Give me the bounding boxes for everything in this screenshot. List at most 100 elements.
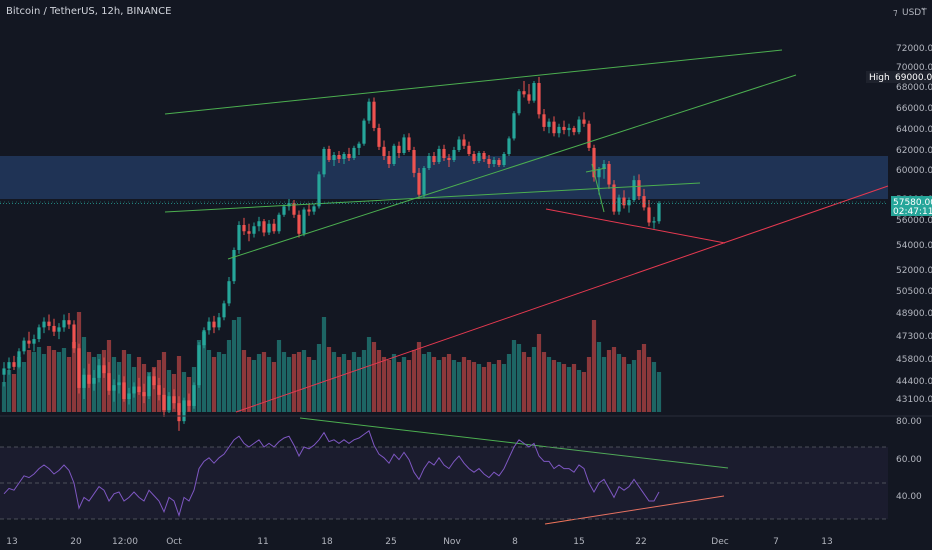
candle-body	[552, 121, 556, 134]
volume-bar	[46, 346, 52, 412]
chevron-down-icon: ˅	[921, 8, 926, 18]
currency-selector[interactable]: ⁊ USDT ˅	[893, 8, 927, 18]
volume-bar	[511, 340, 517, 412]
price-tick-label: 60000.00	[896, 166, 932, 176]
last-price: 57580.00	[893, 198, 932, 208]
short-green-trendline	[585, 167, 607, 173]
supply-zone	[0, 156, 888, 199]
volume-bar	[21, 362, 27, 412]
volume-bar	[271, 362, 277, 412]
candle-body	[612, 184, 616, 212]
candle-body	[37, 327, 41, 340]
volume-bar	[26, 350, 32, 412]
candle-body	[482, 153, 486, 159]
volume-bar	[306, 357, 312, 412]
volume-bar	[61, 348, 67, 412]
candle-body	[137, 386, 141, 393]
candle-body	[632, 180, 636, 201]
candle-body	[432, 156, 436, 162]
candle-body	[467, 145, 471, 154]
volume-bar	[621, 357, 627, 412]
volume-bar	[166, 370, 172, 412]
volume-bar	[1, 382, 7, 412]
candle-body	[592, 147, 596, 178]
candle-body	[87, 374, 91, 384]
candle-body	[132, 386, 136, 394]
volume-bar	[281, 352, 287, 412]
candle-body	[237, 225, 241, 250]
candle-body	[587, 123, 591, 148]
volume-bar	[361, 350, 367, 412]
candle-body	[397, 145, 401, 153]
volume-bar	[631, 360, 637, 412]
volume-bar	[601, 357, 607, 412]
candle-body	[492, 160, 496, 164]
candle-body	[117, 382, 121, 386]
volume-bar	[126, 354, 132, 412]
price-tick-label: 45800.00	[896, 355, 932, 365]
supply-zone-layer	[0, 156, 888, 199]
candle-body	[437, 148, 441, 162]
currency-lock-icon: ⁊	[893, 8, 898, 18]
candle-body	[2, 368, 6, 375]
candle-body	[167, 396, 171, 411]
candle-body	[557, 126, 561, 134]
volume-bar	[626, 364, 632, 412]
price-tick-label: 66000.00	[896, 104, 932, 114]
price-tick-label: 47300.00	[896, 332, 932, 342]
volume-bar	[11, 374, 17, 412]
volume-bar	[461, 357, 467, 412]
candle-body	[372, 101, 376, 128]
candle-body	[67, 320, 71, 325]
candle-body	[452, 150, 456, 160]
volume-bar	[491, 364, 497, 412]
upper-channel-trendline	[164, 49, 783, 115]
candle-body	[507, 138, 511, 154]
candle-body	[252, 226, 256, 234]
volume-bar	[386, 360, 392, 412]
candle-body	[512, 113, 516, 139]
volume-bar	[36, 347, 42, 412]
candle-body	[32, 339, 36, 344]
price-tick-label: 52000.00	[896, 266, 932, 276]
candle-body	[7, 362, 11, 369]
volume-bar	[246, 357, 252, 412]
time-tick-label: Dec	[711, 537, 728, 547]
candle-body	[122, 382, 126, 399]
price-tick-label: 56000.00	[896, 216, 932, 226]
candle-body	[417, 172, 421, 195]
volume-bar	[546, 357, 552, 412]
candle-body	[377, 127, 381, 147]
candle-body	[182, 400, 186, 422]
price-tick-label: 70000.00	[896, 63, 932, 73]
time-tick-label: 11	[257, 537, 268, 547]
candle-body	[107, 373, 111, 391]
falling-red-trendline	[545, 208, 726, 244]
volume-bar	[496, 360, 502, 412]
price-tick-label: 62000.00	[896, 146, 932, 156]
volume-bar	[541, 352, 547, 412]
lower-channel-trendline	[164, 182, 701, 213]
candle-body	[262, 221, 266, 233]
volume-bar	[101, 350, 107, 412]
candle-body	[357, 143, 361, 148]
candle-body	[637, 180, 641, 197]
volume-bar	[581, 372, 587, 412]
candle-body	[517, 91, 521, 114]
volume-bar	[486, 362, 492, 412]
volume-bar	[656, 372, 662, 412]
long-red-trendline	[235, 185, 889, 413]
candle-body	[532, 83, 536, 101]
volume-bar	[426, 352, 432, 412]
rsi-tick-label: 80.00	[896, 417, 922, 427]
high-price-tag: High 69000.00	[866, 71, 932, 83]
volume-bar	[221, 354, 227, 412]
chart-title: Bitcoin / TetherUS, 12h, BINANCE	[6, 6, 171, 17]
volume-bar	[456, 362, 462, 412]
candle-body	[287, 203, 291, 207]
candle-body	[242, 225, 246, 232]
candle-body	[187, 400, 191, 406]
time-tick-label: 13	[6, 537, 17, 547]
volume-bar	[266, 357, 272, 412]
